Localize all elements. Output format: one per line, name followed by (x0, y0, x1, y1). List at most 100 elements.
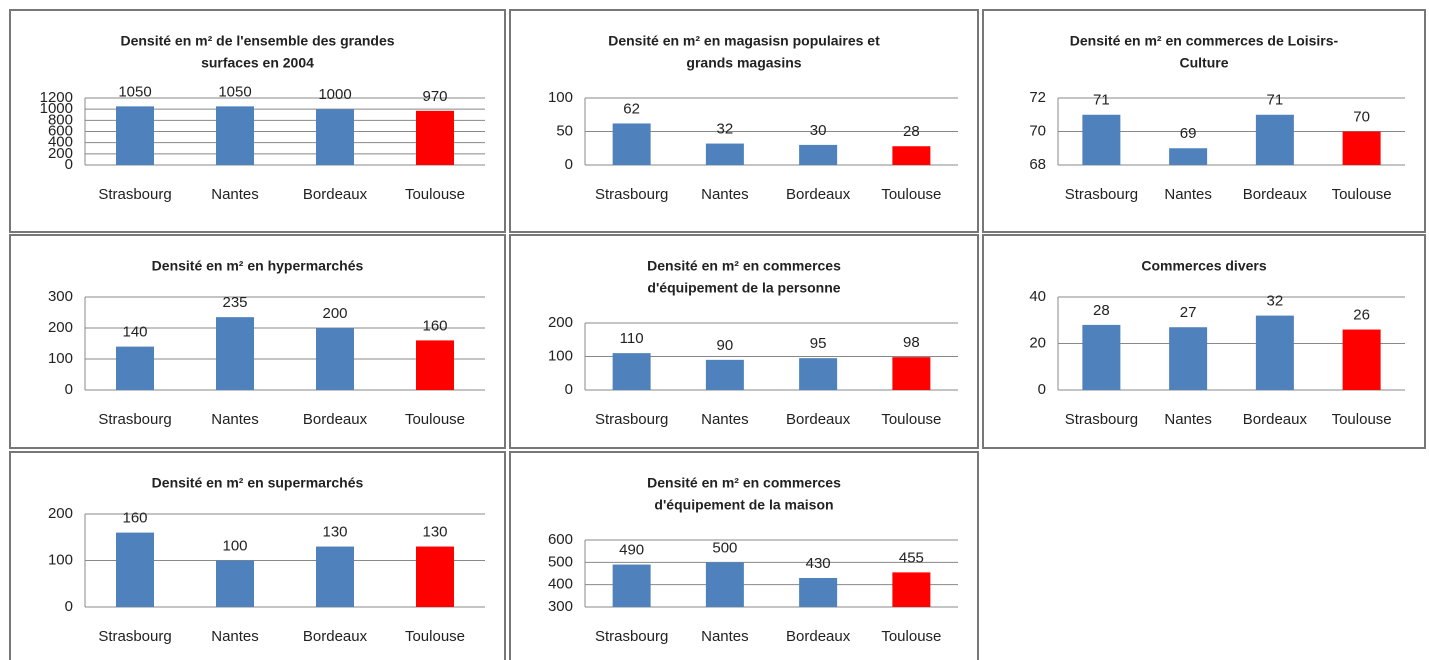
panel (509, 234, 979, 449)
value-label: 28 (903, 123, 920, 140)
bar (705, 143, 744, 165)
x-tick-label: Nantes (1164, 186, 1212, 203)
x-tick-label: Strasbourg (98, 186, 171, 203)
panel (982, 9, 1426, 233)
y-tick-label: 200 (48, 505, 73, 522)
y-tick-label: 0 (565, 156, 573, 173)
value-label: 100 (222, 537, 247, 554)
value-label: 95 (810, 335, 827, 352)
bar (892, 146, 931, 165)
value-label: 26 (1353, 307, 1370, 324)
value-label: 430 (806, 555, 831, 572)
x-tick-label: Toulouse (405, 186, 465, 203)
bar (612, 123, 651, 165)
bar (705, 562, 744, 607)
x-tick-label: Toulouse (405, 628, 465, 645)
y-tick-label: 1000 (40, 100, 73, 117)
y-tick-label: 70 (1029, 122, 1046, 139)
bar (116, 106, 154, 165)
bar (892, 572, 931, 607)
value-label: 90 (717, 337, 734, 354)
value-label: 200 (322, 305, 347, 322)
x-tick-label: Strasbourg (1065, 411, 1138, 428)
x-tick-label: Bordeaux (303, 411, 368, 428)
x-tick-label: Toulouse (881, 411, 941, 428)
value-label: 62 (623, 100, 640, 117)
y-tick-label: 100 (48, 551, 73, 568)
y-tick-label: 500 (548, 553, 573, 570)
bar (416, 340, 454, 390)
chart-title: d'équipement de la maison (654, 497, 833, 513)
y-tick-label: 400 (48, 134, 73, 151)
bar (1082, 324, 1121, 390)
chart-title: Densité en m² de l'ensemble des grandes (120, 33, 394, 49)
x-tick-label: Bordeaux (786, 186, 851, 203)
bar (1169, 148, 1208, 165)
bar (1255, 315, 1294, 390)
chart-title: Densité en m² en magasisn populaires et (608, 33, 880, 49)
bar (799, 144, 838, 165)
y-tick-label: 0 (1038, 381, 1046, 398)
value-label: 27 (1180, 304, 1197, 321)
value-label: 500 (712, 539, 737, 556)
x-tick-label: Bordeaux (303, 628, 368, 645)
x-tick-label: Toulouse (405, 411, 465, 428)
bar (416, 110, 454, 165)
x-tick-label: Strasbourg (595, 411, 668, 428)
y-tick-label: 100 (548, 347, 573, 364)
value-label: 71 (1093, 92, 1110, 109)
value-label: 490 (619, 542, 644, 559)
y-tick-label: 300 (48, 288, 73, 305)
y-tick-label: 20 (1029, 334, 1046, 351)
x-tick-label: Strasbourg (98, 411, 171, 428)
bar (892, 357, 931, 390)
value-label: 455 (899, 549, 924, 566)
bar (1342, 131, 1381, 165)
value-label: 32 (717, 121, 734, 138)
x-tick-label: Nantes (701, 411, 749, 428)
value-label: 235 (222, 294, 247, 311)
chart-title: Densité en m² en commerces (647, 258, 841, 274)
x-tick-label: Strasbourg (595, 628, 668, 645)
bar (799, 577, 838, 607)
value-label: 970 (422, 88, 447, 105)
bar (216, 317, 254, 390)
bar (316, 328, 354, 390)
chart-title: surfaces en 2004 (201, 55, 314, 71)
x-tick-label: Toulouse (881, 628, 941, 645)
value-label: 1050 (218, 83, 251, 100)
y-tick-label: 1200 (40, 89, 73, 106)
chart-title: Densité en m² en commerces de Loisirs- (1070, 33, 1339, 49)
bar (216, 560, 254, 607)
value-label: 160 (422, 317, 447, 334)
bar (116, 532, 154, 607)
y-tick-label: 0 (65, 598, 73, 615)
value-label: 98 (903, 334, 920, 351)
chart-title: d'équipement de la personne (647, 280, 840, 296)
x-tick-label: Bordeaux (786, 628, 851, 645)
y-tick-label: 100 (548, 89, 573, 106)
x-tick-label: Bordeaux (303, 186, 368, 203)
value-label: 70 (1353, 108, 1370, 125)
chart-title: Densité en m² en supermarchés (152, 475, 364, 491)
y-tick-label: 100 (48, 350, 73, 367)
value-label: 1000 (318, 86, 351, 103)
y-tick-label: 600 (548, 531, 573, 548)
value-label: 140 (122, 324, 147, 341)
bar (799, 358, 838, 390)
x-tick-label: Nantes (211, 411, 259, 428)
value-label: 69 (1180, 125, 1197, 142)
chart-title: Densité en m² en hypermarchés (152, 258, 364, 274)
y-tick-label: 600 (48, 122, 73, 139)
bar (316, 109, 354, 165)
bar (612, 564, 651, 607)
x-tick-label: Bordeaux (786, 411, 851, 428)
value-label: 130 (322, 524, 347, 541)
bar (612, 353, 651, 390)
chart-title: Densité en m² en commerces (647, 475, 841, 491)
chart-title: grands magasins (686, 55, 801, 71)
value-label: 28 (1093, 302, 1110, 319)
y-tick-label: 0 (65, 381, 73, 398)
bar (1169, 327, 1208, 390)
x-tick-label: Strasbourg (98, 628, 171, 645)
